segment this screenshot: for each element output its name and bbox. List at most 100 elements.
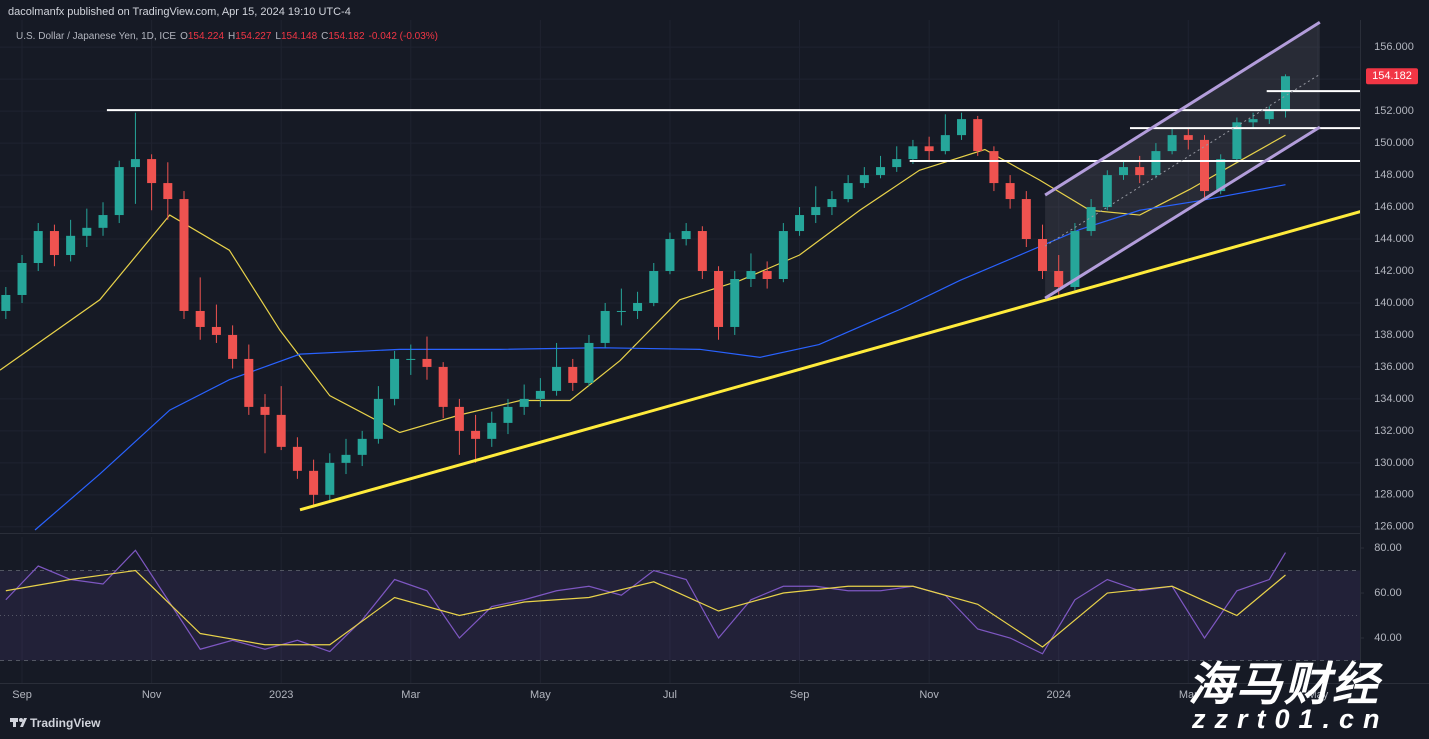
- rsi-pane: [0, 537, 1360, 683]
- rsi-line: [5, 549, 1287, 655]
- candle-body: [422, 358, 432, 367]
- legend-label: O: [180, 31, 188, 42]
- x-tick-label: Sep: [790, 689, 810, 701]
- watermark-title: 海马财经: [1188, 658, 1380, 710]
- candle-body: [552, 366, 562, 391]
- channel-upper: [1044, 20, 1321, 197]
- legend-value: 154.224: [187, 31, 225, 42]
- candle-body: [292, 446, 302, 471]
- candle-body: [633, 302, 643, 311]
- axes: Sep Nov 2023 Mar May Jul Sep Nov 2024 Mar May 126.0…: [12, 41, 1418, 701]
- candle-body: [568, 366, 578, 383]
- y-tick-label: 146.000: [1374, 201, 1414, 213]
- candle-body: [49, 231, 59, 256]
- candle-body: [1135, 167, 1145, 176]
- y-tick-label: 126.000: [1374, 521, 1414, 533]
- symbol-legend: U.S. Dollar / Japanese Yen, 1D, ICE O154…: [16, 31, 438, 42]
- candle-body: [940, 135, 950, 152]
- candle-body: [1086, 207, 1096, 232]
- candle-body: [989, 151, 999, 184]
- x-tick-label: 2023: [269, 689, 293, 701]
- candle-body: [1199, 139, 1209, 192]
- y-tick-label: 134.000: [1374, 393, 1414, 405]
- x-tick-label: Nov: [919, 689, 939, 701]
- channel-lower: [1044, 125, 1321, 300]
- candle-body: [665, 239, 675, 272]
- candle-body: [827, 199, 837, 208]
- candle-body: [406, 358, 416, 360]
- candle-body: [1, 294, 11, 311]
- candle-body: [17, 263, 27, 295]
- y-tick-label: 148.000: [1374, 169, 1414, 181]
- candle-body: [746, 271, 756, 279]
- x-tick-label: May: [530, 689, 551, 701]
- candle-body: [762, 271, 772, 279]
- legend-value: 154.148: [280, 31, 318, 42]
- candle-body: [1248, 119, 1258, 123]
- candle-body: [973, 119, 983, 152]
- candle-body: [859, 175, 869, 184]
- price-tag-label: 154.182: [1372, 70, 1412, 82]
- candle-body: [697, 231, 707, 272]
- candle-body: [1119, 167, 1129, 176]
- legend-item: O154.224: [180, 31, 224, 42]
- legend-label: H: [228, 31, 236, 42]
- legend-value: 154.182: [328, 31, 365, 42]
- candle-body: [1264, 111, 1274, 120]
- price-pane: [0, 20, 1360, 532]
- brand: TradingView: [30, 716, 101, 730]
- x-tick-label: Sep: [12, 689, 32, 701]
- drawn-line: [299, 210, 1360, 512]
- candle-body: [244, 358, 254, 407]
- candle-body: [325, 462, 335, 495]
- y-tick-label: 156.000: [1374, 41, 1414, 53]
- candle-body: [730, 278, 740, 327]
- candle-body: [147, 159, 157, 184]
- candle-body: [357, 438, 367, 455]
- candle-body: [1167, 135, 1177, 152]
- legend-label: L: [275, 31, 281, 42]
- candle-body: [228, 334, 238, 359]
- candle-body: [503, 406, 513, 423]
- x-tick-label: Jul: [663, 689, 677, 701]
- candle-body: [276, 414, 286, 447]
- candle-body: [714, 271, 724, 327]
- y-tick-label: 152.000: [1374, 105, 1414, 117]
- candle-body: [1070, 231, 1080, 287]
- candle-body: [1102, 175, 1112, 208]
- candle-body: [1183, 135, 1193, 140]
- candle-body: [519, 398, 529, 407]
- moving-average: [0, 134, 1286, 434]
- candle-body: [535, 390, 545, 399]
- y-tick-label: 138.000: [1374, 329, 1414, 341]
- candle-body: [373, 398, 383, 439]
- candle-body: [616, 310, 626, 312]
- y-tick-label: 130.000: [1374, 457, 1414, 469]
- y-tick-label: 142.000: [1374, 265, 1414, 277]
- candle-body: [114, 167, 124, 216]
- candle-body: [82, 227, 92, 236]
- legend-item: H154.227: [228, 31, 271, 42]
- candle-body: [66, 235, 76, 256]
- y-tick-label: 144.000: [1374, 233, 1414, 245]
- candle-body: [908, 146, 918, 160]
- candle-body: [795, 215, 805, 232]
- y-tick-label: 60.00: [1374, 587, 1402, 599]
- candle-body: [1216, 159, 1226, 192]
- candle-body: [811, 207, 821, 216]
- channel-middle: [1044, 73, 1321, 247]
- candle-body: [163, 183, 173, 200]
- candle-body: [1054, 271, 1064, 287]
- x-tick-label: Mar: [401, 689, 420, 701]
- candle-body: [1021, 199, 1031, 240]
- y-tick-label: 136.000: [1374, 361, 1414, 373]
- y-tick-label: 80.00: [1374, 542, 1402, 554]
- candle-body: [681, 231, 691, 240]
- change: -0.042 (-0.03%): [368, 31, 439, 42]
- y-tick-label: 132.000: [1374, 425, 1414, 437]
- y-tick-label: 40.00: [1374, 632, 1402, 644]
- legend-value: 154.227: [235, 31, 272, 42]
- candle-body: [454, 406, 464, 431]
